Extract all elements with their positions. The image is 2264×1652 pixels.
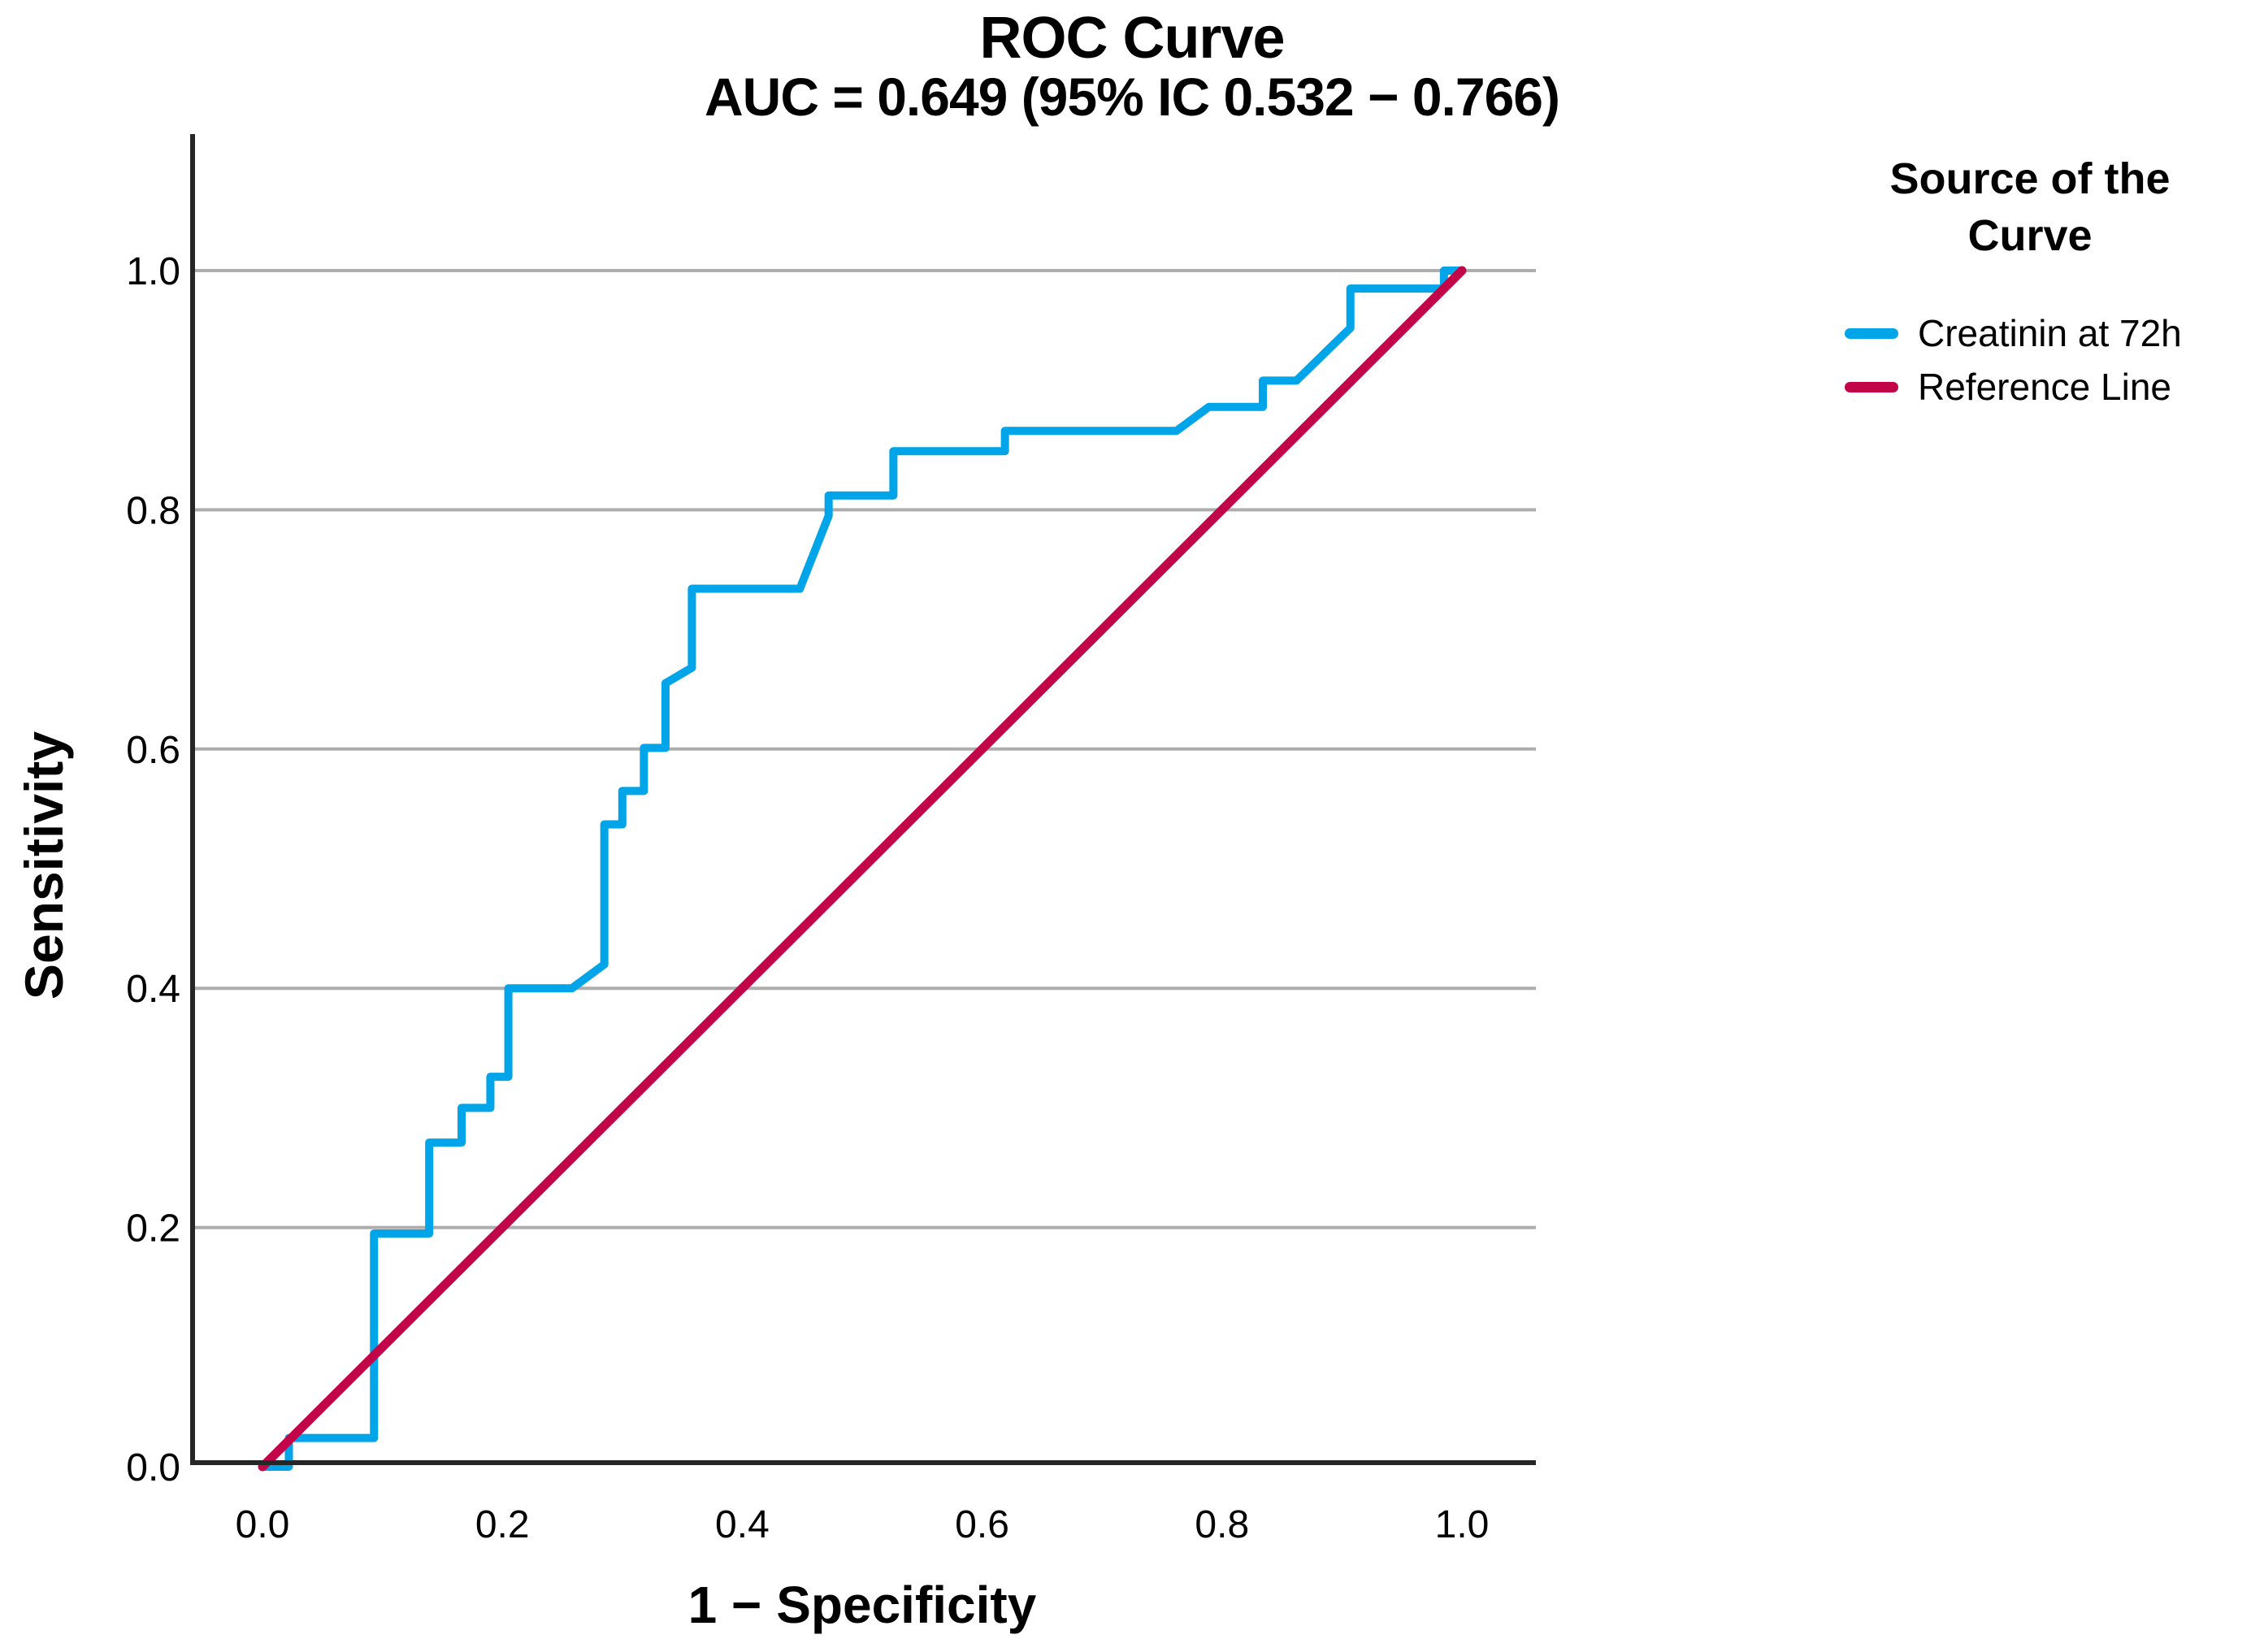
y-tick-label: 0.2 xyxy=(126,1208,180,1251)
y-axis-title: Sensitivity xyxy=(14,731,74,1000)
x-tick-label: 0.8 xyxy=(1195,1503,1249,1546)
gridlines xyxy=(193,269,1536,1229)
x-tick-label: 0.4 xyxy=(715,1503,770,1546)
legend-item: Reference Line xyxy=(1796,360,2264,414)
tick-labels: 0.0 0.2 0.4 0.6 0.8 1.0 0.0 0.2 0.4 0.6 0.8 1.0 xyxy=(126,250,1489,1546)
x-axis-title: 1 − Specificity xyxy=(687,1576,1037,1634)
y-tick-label: 0.0 xyxy=(126,1446,180,1489)
y-tick-label: 0.4 xyxy=(126,968,180,1011)
legend-item-label: Creatinin at 72h xyxy=(1918,312,2182,355)
x-tick-label: 1.0 xyxy=(1435,1503,1490,1546)
chart-title-main: ROC Curve xyxy=(979,6,1285,71)
series-lines xyxy=(258,266,1467,1472)
x-tick-label: 0.0 xyxy=(236,1503,290,1546)
legend-item-label: Reference Line xyxy=(1918,366,2171,409)
axis-lines xyxy=(190,134,1536,1465)
legend-items: Creatinin at 72h Reference Line xyxy=(1796,306,2264,414)
y-tick-label: 1.0 xyxy=(126,250,180,293)
legend: Source of the Curve Creatinin at 72h Refe… xyxy=(1796,150,2264,414)
chart-title: ROC Curve AUC = 0.649 (95% IC 0.532 − 0.… xyxy=(0,8,2264,125)
y-tick-label: 0.8 xyxy=(126,489,180,532)
x-tick-label: 0.6 xyxy=(955,1503,1009,1546)
reference-line xyxy=(258,266,1467,1472)
legend-swatch-icon xyxy=(1845,381,1898,392)
chart-title-auc: AUC = 0.649 (95% IC 0.532 − 0.766) xyxy=(705,66,1560,127)
y-tick-label: 0.6 xyxy=(126,729,180,772)
roc-curve-line xyxy=(258,267,1466,1471)
legend-item: Creatinin at 72h xyxy=(1796,306,2264,360)
x-tick-label: 0.2 xyxy=(475,1503,530,1546)
legend-swatch-icon xyxy=(1845,327,1898,339)
legend-title: Source of the Curve xyxy=(1889,154,2171,261)
